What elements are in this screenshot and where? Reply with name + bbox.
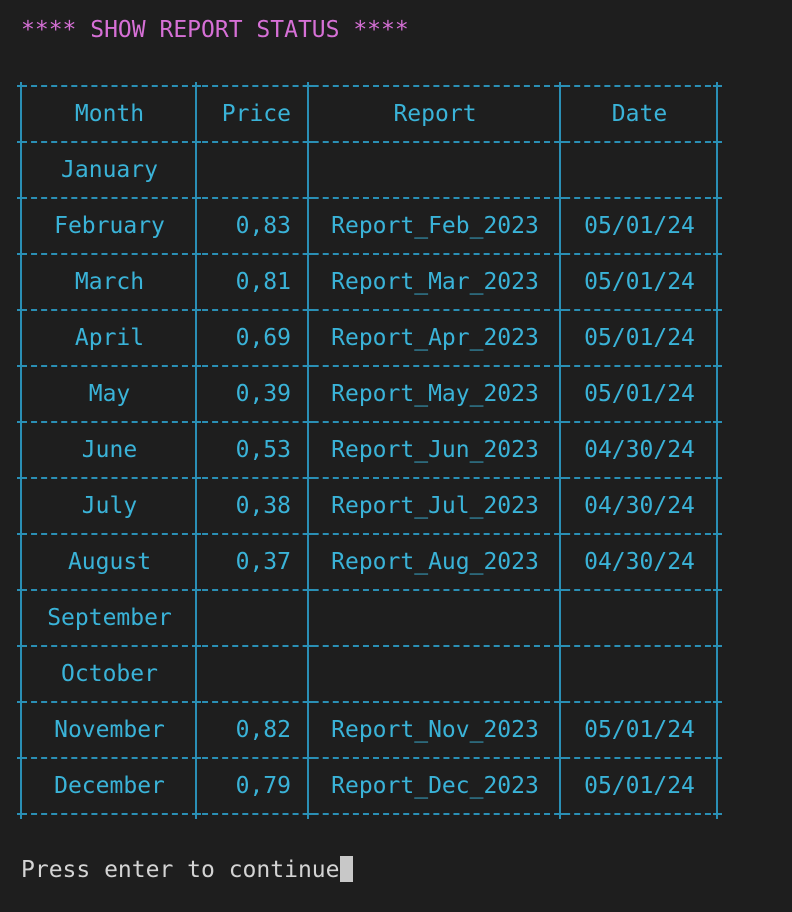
cell-month: June xyxy=(81,437,138,463)
cell-month: August xyxy=(67,549,152,575)
cell-report: Report_Jul_2023 xyxy=(331,493,539,519)
cell-report: Report_Dec_2023 xyxy=(331,773,539,799)
cell-report: Report_Apr_2023 xyxy=(331,325,539,351)
table-junction xyxy=(556,810,565,819)
cell-price: 0,81 xyxy=(235,269,291,295)
cell-month: March xyxy=(74,269,145,295)
table-row: November 0,82 Report_Nov_2023 05/01/24 xyxy=(21,702,721,758)
cell-price: 0,38 xyxy=(235,493,291,519)
cell-month: July xyxy=(81,493,138,519)
cell-report: Report_May_2023 xyxy=(331,381,539,407)
cell-price xyxy=(198,142,308,198)
cell-date: 04/30/24 xyxy=(584,549,695,575)
table-border-line xyxy=(21,197,721,199)
header-report: Report xyxy=(393,101,477,127)
report-status-table: Month Price Report Date January February 0… xyxy=(17,82,722,819)
table-border-line xyxy=(21,85,721,87)
cell-price: 0,79 xyxy=(235,773,291,799)
table-junction xyxy=(713,810,722,819)
table-border-line xyxy=(21,533,721,535)
table-column-separator xyxy=(559,86,561,814)
table-junction xyxy=(17,810,26,819)
table-border-line xyxy=(21,757,721,759)
table-row: February 0,83 Report_Feb_2023 05/01/24 xyxy=(21,198,721,254)
table-border-line xyxy=(21,141,721,143)
header-month: Month xyxy=(74,101,145,127)
table-row: June 0,53 Report_Jun_2023 04/30/24 xyxy=(21,422,721,478)
cell-report: Report_Aug_2023 xyxy=(331,549,539,575)
cell-price xyxy=(198,646,308,702)
table-junction xyxy=(192,810,201,819)
text-cursor xyxy=(339,856,353,882)
table-row: January xyxy=(21,142,721,198)
table-row: September xyxy=(21,590,721,646)
table-row: April 0,69 Report_Apr_2023 05/01/24 xyxy=(21,310,721,366)
table-column-separator xyxy=(307,86,309,814)
cell-price: 0,53 xyxy=(235,437,291,463)
table-row: August 0,37 Report_Aug_2023 04/30/24 xyxy=(21,534,721,590)
cell-report: Report_Mar_2023 xyxy=(331,269,539,295)
cell-price xyxy=(198,590,308,646)
cell-price: 0,39 xyxy=(235,381,291,407)
cell-month: May xyxy=(88,381,131,407)
cell-date: 04/30/24 xyxy=(584,437,695,463)
table-junction xyxy=(304,810,313,819)
cell-report xyxy=(310,646,560,702)
cell-month: September xyxy=(47,605,172,631)
cell-month: April xyxy=(74,325,145,351)
cell-date: 04/30/24 xyxy=(584,493,695,519)
cell-date xyxy=(562,142,717,198)
cell-price: 0,37 xyxy=(235,549,291,575)
table-column-separator xyxy=(195,86,197,814)
table-border-line xyxy=(21,253,721,255)
cell-date: 05/01/24 xyxy=(584,325,695,351)
cell-date: 05/01/24 xyxy=(584,269,695,295)
header-date: Date xyxy=(611,101,668,127)
cell-report xyxy=(310,142,560,198)
table-border-line xyxy=(21,701,721,703)
table-border-line xyxy=(21,477,721,479)
table-row: December 0,79 Report_Dec_2023 05/01/24 xyxy=(21,758,721,814)
table-border-line xyxy=(21,645,721,647)
report-title: **** SHOW REPORT STATUS **** xyxy=(21,17,409,43)
table-border-line xyxy=(21,421,721,423)
table-border-line xyxy=(21,309,721,311)
table-column-separator xyxy=(20,86,22,814)
cell-month: January xyxy=(61,157,158,183)
cell-month: October xyxy=(61,661,158,687)
cell-date: 05/01/24 xyxy=(584,717,695,743)
cell-report: Report_Nov_2023 xyxy=(331,717,539,743)
cell-price: 0,83 xyxy=(235,213,291,239)
cell-month: November xyxy=(54,717,165,743)
cell-month: February xyxy=(54,213,165,239)
table-border-line xyxy=(21,365,721,367)
cell-date: 05/01/24 xyxy=(584,213,695,239)
cell-report: Report_Jun_2023 xyxy=(331,437,539,463)
cell-date xyxy=(562,590,717,646)
header-price: Price xyxy=(221,101,291,127)
cell-date: 05/01/24 xyxy=(584,773,695,799)
table-column-separator xyxy=(716,86,718,814)
table-row: May 0,39 Report_May_2023 05/01/24 xyxy=(21,366,721,422)
cell-price: 0,82 xyxy=(235,717,291,743)
cell-report xyxy=(310,590,560,646)
cell-month: December xyxy=(54,773,165,799)
continue-prompt[interactable]: Press enter to continue xyxy=(21,856,353,884)
cell-report: Report_Feb_2023 xyxy=(331,213,539,239)
table-row: October xyxy=(21,646,721,702)
cell-date xyxy=(562,646,717,702)
table-border-line xyxy=(21,589,721,591)
cell-price: 0,69 xyxy=(235,325,291,351)
table-border-line xyxy=(21,813,721,815)
cell-date: 05/01/24 xyxy=(584,381,695,407)
table-row: July 0,38 Report_Jul_2023 04/30/24 xyxy=(21,478,721,534)
table-row: March 0,81 Report_Mar_2023 05/01/24 xyxy=(21,254,721,310)
table-header-row: Month Price Report Date xyxy=(21,86,721,142)
